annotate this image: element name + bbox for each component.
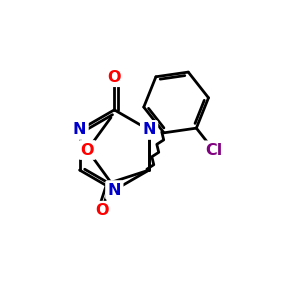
Text: N: N <box>108 183 121 198</box>
Text: O: O <box>81 142 94 158</box>
Text: O: O <box>95 203 109 218</box>
Text: Cl: Cl <box>205 143 222 158</box>
Text: N: N <box>142 122 156 137</box>
Text: O: O <box>108 70 121 85</box>
Text: N: N <box>73 122 86 137</box>
